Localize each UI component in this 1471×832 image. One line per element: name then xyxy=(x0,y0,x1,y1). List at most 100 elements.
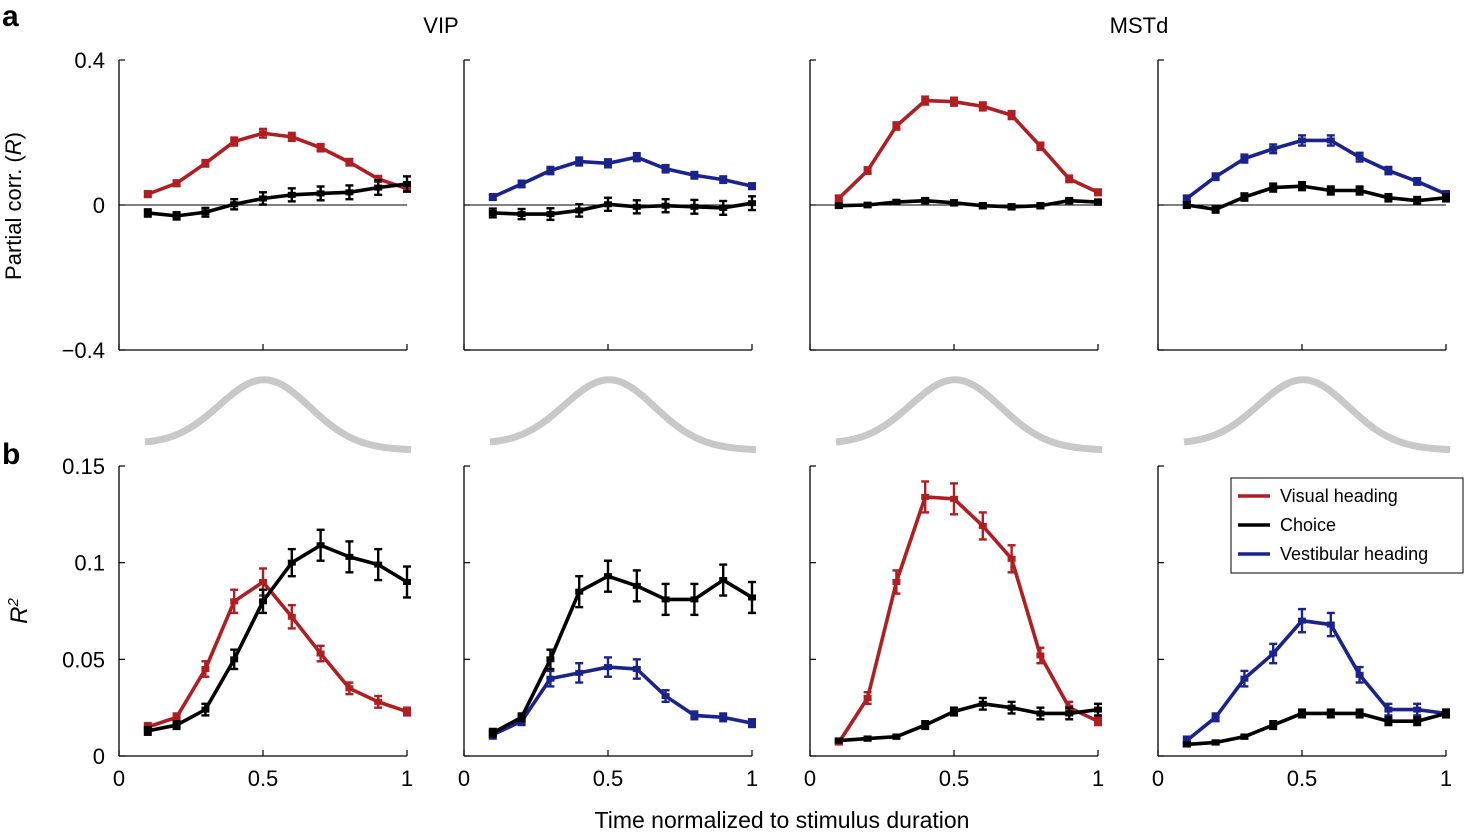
error-bar xyxy=(978,696,987,711)
x-tick-label: 0.5 xyxy=(1287,766,1318,791)
error-bar xyxy=(345,681,354,696)
data-point xyxy=(546,656,555,663)
data-point xyxy=(1007,112,1016,119)
error-bar xyxy=(604,559,612,593)
data-point xyxy=(316,542,325,549)
error-bar xyxy=(748,182,756,191)
error-bar xyxy=(488,207,497,219)
data-point xyxy=(230,138,239,145)
data-point xyxy=(1094,189,1102,196)
data-point xyxy=(1007,203,1016,210)
error-bar xyxy=(834,194,843,203)
panel-a-mstd-visual xyxy=(809,59,1102,351)
data-point xyxy=(1442,194,1450,201)
data-point xyxy=(201,209,210,216)
data-point xyxy=(143,727,152,734)
data-point xyxy=(345,685,354,692)
series-choice xyxy=(1182,708,1450,748)
error-bar xyxy=(719,175,728,185)
data-point xyxy=(201,160,210,167)
data-point xyxy=(1211,206,1220,213)
error-bar xyxy=(1298,708,1306,719)
data-point xyxy=(863,735,872,742)
data-point xyxy=(604,201,612,208)
error-bar xyxy=(604,196,612,213)
data-point xyxy=(719,577,728,584)
data-point xyxy=(1413,706,1422,713)
data-point xyxy=(719,204,728,211)
data-point xyxy=(287,613,296,620)
error-bar xyxy=(661,689,670,704)
data-point xyxy=(1036,143,1045,150)
error-bar xyxy=(1240,153,1249,164)
data-point xyxy=(1007,555,1016,562)
error-bar xyxy=(201,660,210,678)
error-bar xyxy=(1065,706,1074,721)
error-bar xyxy=(604,158,612,169)
data-point xyxy=(1036,202,1045,209)
data-point xyxy=(748,594,756,601)
error-bar xyxy=(661,582,670,617)
data-point xyxy=(575,588,584,595)
error-bar xyxy=(1007,700,1016,715)
data-point xyxy=(834,737,843,744)
error-bar xyxy=(546,648,555,671)
error-bar xyxy=(546,207,555,222)
error-bar xyxy=(1065,174,1074,184)
series-choice xyxy=(488,559,756,738)
data-point xyxy=(1182,737,1191,744)
error-bar xyxy=(1326,708,1335,719)
data-point xyxy=(950,199,958,206)
error-bar xyxy=(921,720,930,731)
series-line xyxy=(836,701,1100,743)
error-bar xyxy=(287,604,296,630)
error-bar xyxy=(374,179,383,197)
error-bar xyxy=(950,199,958,207)
y-tick-label: −0.4 xyxy=(62,338,105,363)
series-vestibular-heading xyxy=(488,151,756,202)
data-point xyxy=(1355,710,1364,717)
data-point xyxy=(1298,617,1306,624)
error-bar xyxy=(632,658,641,680)
series-line xyxy=(146,580,409,729)
data-point xyxy=(488,194,497,201)
series-line xyxy=(146,131,409,196)
data-point xyxy=(1182,195,1191,202)
series-line xyxy=(1185,618,1448,743)
data-point xyxy=(863,202,872,208)
data-point xyxy=(1065,175,1074,182)
data-point xyxy=(1413,178,1422,185)
x-tick-label: 1 xyxy=(746,766,758,791)
error-bar xyxy=(230,197,239,211)
error-bar xyxy=(1298,180,1306,192)
error-bar xyxy=(1036,706,1045,721)
error-bar xyxy=(950,96,958,107)
data-point xyxy=(1269,184,1278,191)
error-bar xyxy=(950,706,958,717)
data-point xyxy=(632,582,641,589)
data-point xyxy=(172,714,181,721)
data-point xyxy=(748,200,756,207)
error-bar xyxy=(1413,195,1422,206)
panel-a-label: a xyxy=(2,0,19,33)
series-line xyxy=(490,201,754,216)
error-bar xyxy=(1211,739,1220,746)
error-bar xyxy=(632,199,641,215)
error-bar xyxy=(201,158,210,168)
data-point xyxy=(259,598,267,605)
series-line xyxy=(1185,711,1448,747)
series-line xyxy=(490,155,754,199)
error-bar xyxy=(892,733,901,740)
legend-label-vestibular: Vestibular heading xyxy=(1280,544,1428,564)
data-point xyxy=(921,722,930,729)
error-bar xyxy=(287,187,296,203)
data-point xyxy=(1269,722,1278,729)
data-point xyxy=(259,130,267,137)
error-bar xyxy=(143,725,152,736)
error-bar xyxy=(403,175,411,193)
y-tick-label: 0.05 xyxy=(62,647,105,672)
error-bar xyxy=(1442,192,1450,203)
error-bar xyxy=(201,206,210,218)
error-bar xyxy=(575,575,584,609)
data-point xyxy=(143,191,152,198)
